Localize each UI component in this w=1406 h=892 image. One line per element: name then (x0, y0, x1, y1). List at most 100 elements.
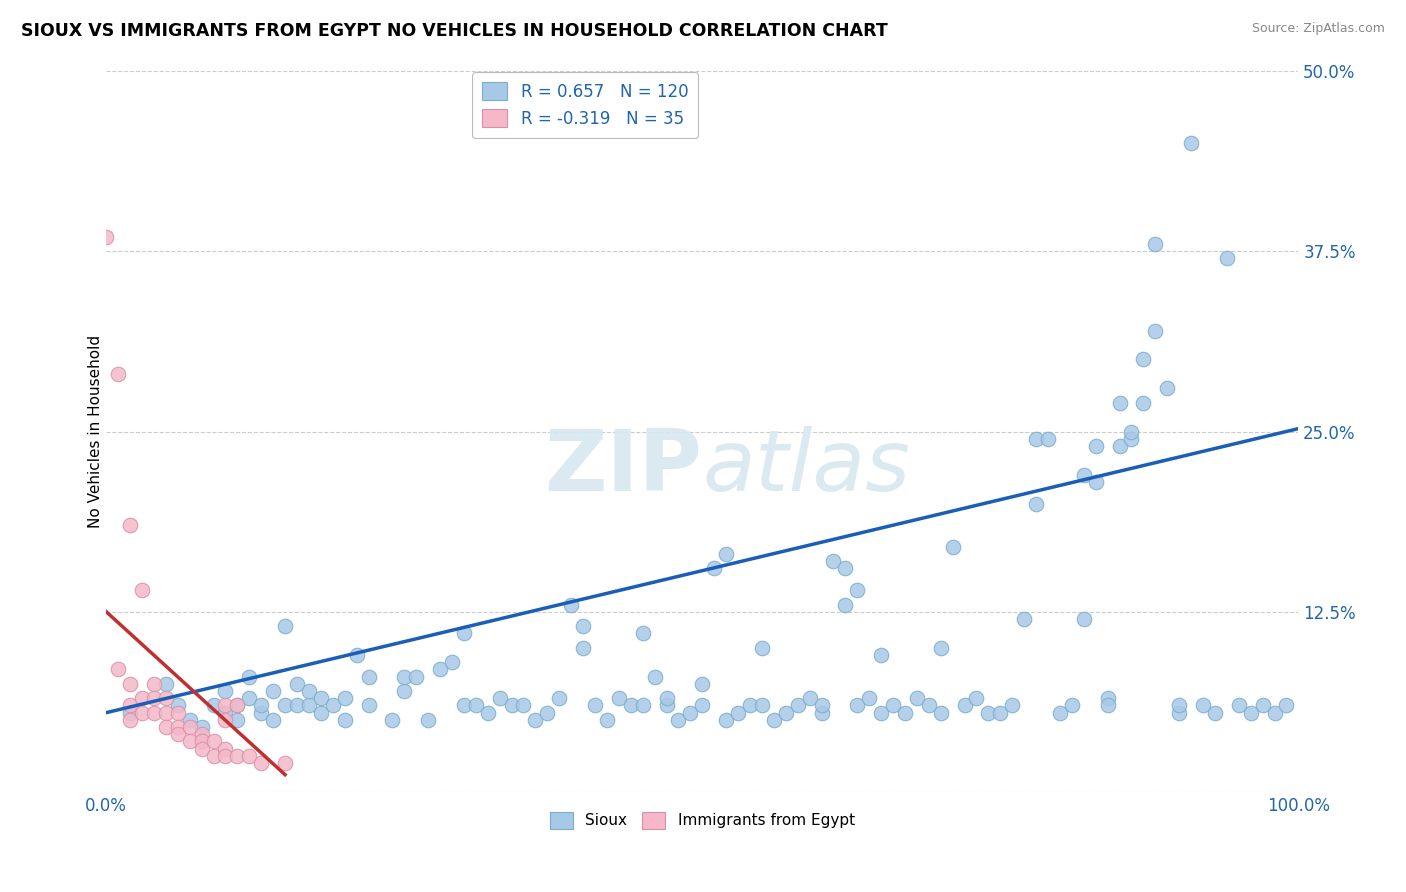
Point (894, 706, 917, 720)
Point (703, 561, 725, 575)
Point (799, 691, 821, 706)
Point (179, 713, 201, 727)
Point (179, 734, 201, 748)
Point (512, 698, 534, 713)
Point (1180, 136, 1202, 150)
Point (738, 698, 761, 713)
Point (810, 706, 832, 720)
Legend: Sioux, Immigrants from Egypt: Sioux, Immigrants from Egypt (544, 805, 860, 835)
Point (190, 734, 212, 748)
Point (692, 677, 714, 691)
Point (1073, 612, 1095, 626)
Point (166, 727, 188, 741)
Point (668, 713, 690, 727)
Point (333, 691, 356, 706)
Point (714, 713, 737, 727)
Point (1121, 425, 1143, 439)
Point (1025, 497, 1047, 511)
Point (846, 698, 869, 713)
Point (762, 713, 785, 727)
Point (882, 698, 904, 713)
Text: atlas: atlas (703, 426, 910, 509)
Point (1121, 432, 1143, 446)
Point (488, 691, 510, 706)
Point (1084, 439, 1107, 453)
Point (870, 706, 893, 720)
Point (274, 756, 297, 771)
Y-axis label: No Vehicles in Household: No Vehicles in Household (87, 335, 103, 528)
Point (953, 698, 976, 713)
Point (536, 706, 558, 720)
Point (714, 547, 737, 561)
Point (1144, 237, 1167, 252)
Point (655, 698, 678, 713)
Point (918, 698, 941, 713)
Point (214, 748, 236, 763)
Point (416, 713, 439, 727)
Point (226, 698, 249, 713)
Point (214, 741, 236, 756)
Point (751, 640, 773, 655)
Point (1049, 706, 1071, 720)
Point (214, 713, 236, 727)
Point (120, 518, 142, 533)
Point (285, 698, 308, 713)
Point (572, 619, 595, 633)
Point (120, 713, 142, 727)
Point (977, 706, 1000, 720)
Point (1216, 252, 1239, 266)
Point (250, 756, 273, 771)
Point (120, 698, 142, 713)
Point (202, 748, 225, 763)
Text: Source: ZipAtlas.com: Source: ZipAtlas.com (1251, 22, 1385, 36)
Point (929, 706, 952, 720)
Point (214, 698, 236, 713)
Point (333, 713, 356, 727)
Point (309, 706, 332, 720)
Point (727, 706, 749, 720)
Point (214, 706, 236, 720)
Point (1204, 706, 1226, 720)
Point (131, 706, 153, 720)
Point (155, 677, 177, 691)
Point (190, 741, 212, 756)
Point (142, 706, 165, 720)
Point (120, 677, 142, 691)
Point (1275, 698, 1298, 713)
Point (548, 691, 571, 706)
Point (572, 640, 595, 655)
Point (1263, 706, 1285, 720)
Point (250, 698, 273, 713)
Point (405, 670, 427, 684)
Point (1073, 467, 1095, 482)
Point (1108, 395, 1130, 409)
Point (96, 230, 118, 244)
Point (751, 698, 773, 713)
Point (786, 698, 808, 713)
Point (202, 734, 225, 748)
Point (810, 698, 832, 713)
Point (226, 713, 249, 727)
Point (596, 713, 619, 727)
Point (142, 691, 165, 706)
Point (357, 670, 380, 684)
Point (1192, 698, 1215, 713)
Point (309, 691, 332, 706)
Point (1132, 352, 1154, 367)
Point (131, 583, 153, 598)
Point (155, 691, 177, 706)
Point (107, 662, 129, 676)
Point (501, 698, 523, 713)
Point (1227, 698, 1250, 713)
Point (394, 684, 416, 698)
Point (1156, 381, 1178, 395)
Point (285, 677, 308, 691)
Point (1025, 432, 1047, 446)
Point (1251, 698, 1274, 713)
Point (429, 662, 451, 676)
Point (775, 706, 797, 720)
Point (834, 598, 856, 612)
Point (155, 720, 177, 734)
Point (107, 367, 129, 381)
Point (620, 698, 643, 713)
